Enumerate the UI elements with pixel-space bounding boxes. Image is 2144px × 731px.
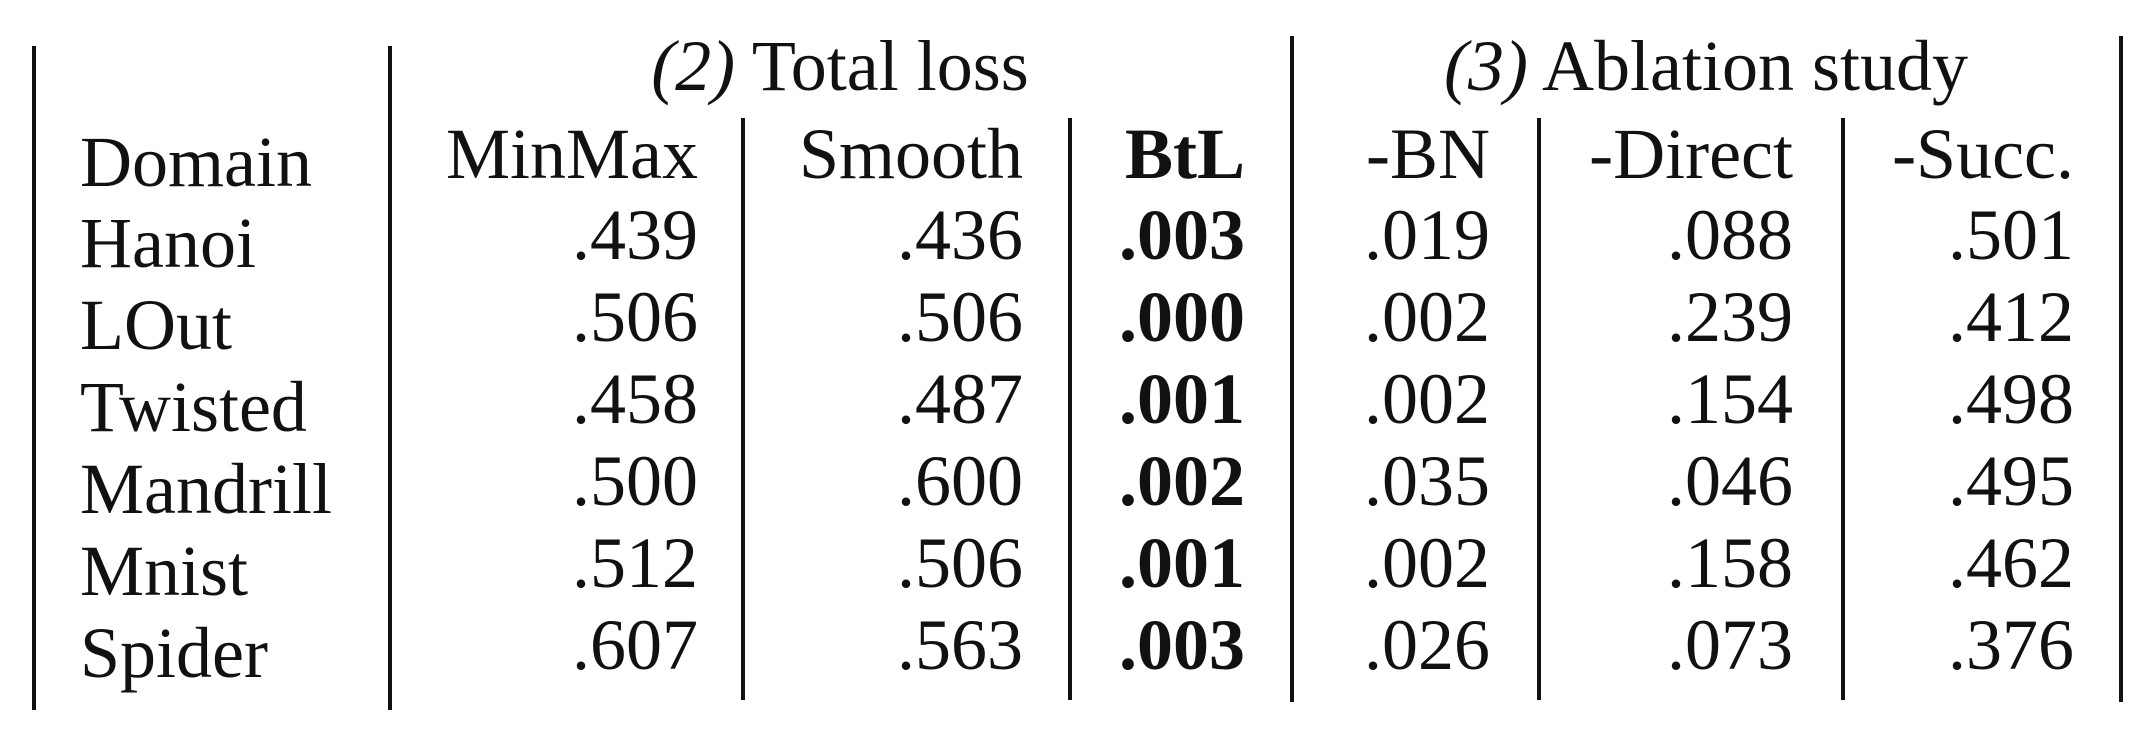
group-header-ablation-study: (3) Ablation study (1294, 30, 2118, 102)
row-domain-cell: Hanoi (80, 203, 256, 283)
bn-cell: .002 (1364, 277, 1490, 357)
column-header-bn: -BN (1366, 114, 1490, 194)
rule-after-minmax (741, 118, 745, 700)
direct-cell: .158 (1667, 523, 1793, 603)
bn-cell: .019 (1364, 195, 1490, 275)
direct-cell: .239 (1667, 277, 1793, 357)
smooth-cell: .506 (897, 277, 1023, 357)
succ-cell: .462 (1948, 523, 2074, 603)
minmax-cell: .512 (572, 523, 698, 603)
btl-cell: .003 (1119, 605, 1245, 685)
btl-cell: .000 (1119, 277, 1245, 357)
bn-cell: .035 (1364, 441, 1490, 521)
row-domain-cell: Spider (80, 613, 268, 693)
row-domain-cell: Twisted (80, 367, 307, 447)
column-header-direct: -Direct (1589, 114, 1793, 194)
group-label: Ablation study (1541, 26, 1968, 106)
rule-after-direct (1841, 118, 1845, 700)
smooth-cell: .563 (897, 605, 1023, 685)
column-header-smooth: Smooth (798, 114, 1023, 194)
direct-cell: .046 (1667, 441, 1793, 521)
rule-after-btl (1290, 36, 1294, 702)
btl-cell: .001 (1119, 523, 1245, 603)
group-number: (3) (1444, 26, 1528, 106)
group-number: (2) (651, 26, 736, 106)
succ-cell: .412 (1948, 277, 2074, 357)
row-domain-cell: Mandrill (80, 449, 332, 529)
column-header-minmax: MinMax (446, 114, 698, 194)
direct-cell: .154 (1667, 359, 1793, 439)
rule-after-bn (1537, 118, 1541, 700)
minmax-cell: .607 (572, 605, 698, 685)
rule-after-smooth (1068, 118, 1072, 700)
table-right-border (2119, 36, 2123, 702)
group-header-total-loss: (2) Total loss (392, 30, 1288, 102)
row-domain-cell: LOut (80, 285, 232, 365)
group-label: Total loss (751, 26, 1029, 106)
smooth-cell: .487 (897, 359, 1023, 439)
direct-cell: .073 (1667, 605, 1793, 685)
bn-cell: .002 (1364, 523, 1490, 603)
table-left-border (32, 46, 36, 710)
minmax-cell: .439 (572, 195, 698, 275)
minmax-cell: .458 (572, 359, 698, 439)
btl-cell: .003 (1119, 195, 1245, 275)
succ-cell: .501 (1948, 195, 2074, 275)
succ-cell: .498 (1948, 359, 2074, 439)
column-header-succ: -Succ. (1892, 114, 2074, 194)
bn-cell: .002 (1364, 359, 1490, 439)
smooth-cell: .600 (897, 441, 1023, 521)
smooth-cell: .506 (897, 523, 1023, 603)
minmax-cell: .500 (572, 441, 698, 521)
btl-cell: .001 (1119, 359, 1245, 439)
column-header-btl: BtL (1124, 114, 1245, 194)
succ-cell: .495 (1948, 441, 2074, 521)
column-header-domain: Domain (80, 122, 312, 202)
smooth-cell: .436 (897, 195, 1023, 275)
bn-cell: .026 (1364, 605, 1490, 685)
rule-after-domain (388, 46, 392, 710)
minmax-cell: .506 (572, 277, 698, 357)
succ-cell: .376 (1948, 605, 2074, 685)
direct-cell: .088 (1667, 195, 1793, 275)
btl-cell: .002 (1119, 441, 1245, 521)
row-domain-cell: Mnist (80, 531, 249, 611)
